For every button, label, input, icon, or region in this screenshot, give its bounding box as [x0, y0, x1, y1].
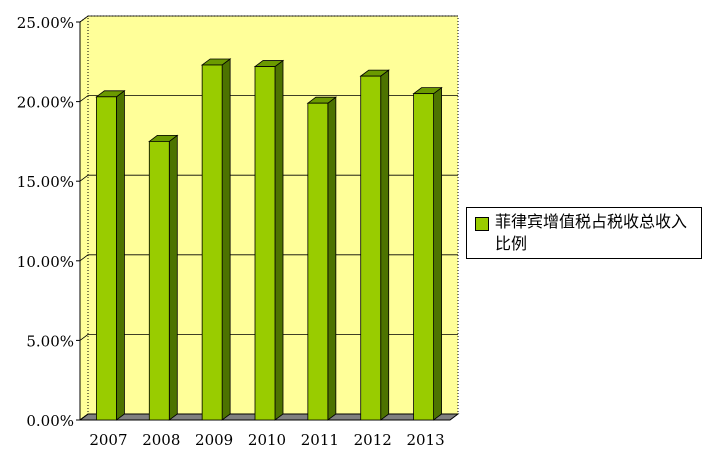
bar: [360, 75, 382, 421]
bar: [413, 93, 434, 421]
legend-swatch: [475, 217, 489, 231]
x-tick-label: 2011: [301, 431, 339, 449]
y-tick-label: 25.00%: [17, 14, 74, 32]
y-tick-label: 0.00%: [26, 412, 74, 430]
bar: [96, 96, 117, 421]
bar-side: [327, 96, 337, 421]
y-tick-label: 20.00%: [17, 94, 74, 112]
bar-side: [168, 134, 178, 421]
bar-side: [274, 59, 284, 421]
y-tick-label: 10.00%: [17, 253, 74, 271]
x-tick-label: 2007: [89, 431, 127, 449]
bar: [307, 102, 329, 421]
bar: [254, 66, 276, 421]
bar-side: [116, 90, 125, 421]
bar-side: [380, 69, 390, 421]
x-tick-label: 2010: [248, 431, 286, 449]
bar: [148, 140, 170, 421]
bar-side: [221, 58, 231, 421]
y-tick-label: 5.00%: [26, 332, 74, 350]
bar-side: [433, 86, 442, 421]
y-tick-label: 15.00%: [17, 173, 74, 191]
x-tick-label: 2013: [406, 431, 444, 449]
grid-line: [79, 15, 458, 23]
x-tick-label: 2009: [195, 431, 233, 449]
grid-line: [79, 95, 458, 102]
x-tick-label: 2008: [142, 431, 180, 449]
bar: [201, 64, 223, 421]
x-tick-label: 2012: [354, 431, 392, 449]
legend-label: 菲律宾增值税占税收总收入比例: [495, 212, 688, 253]
legend: 菲律宾增值税占税收总收入比例: [466, 207, 702, 259]
side-wall: [79, 15, 89, 421]
